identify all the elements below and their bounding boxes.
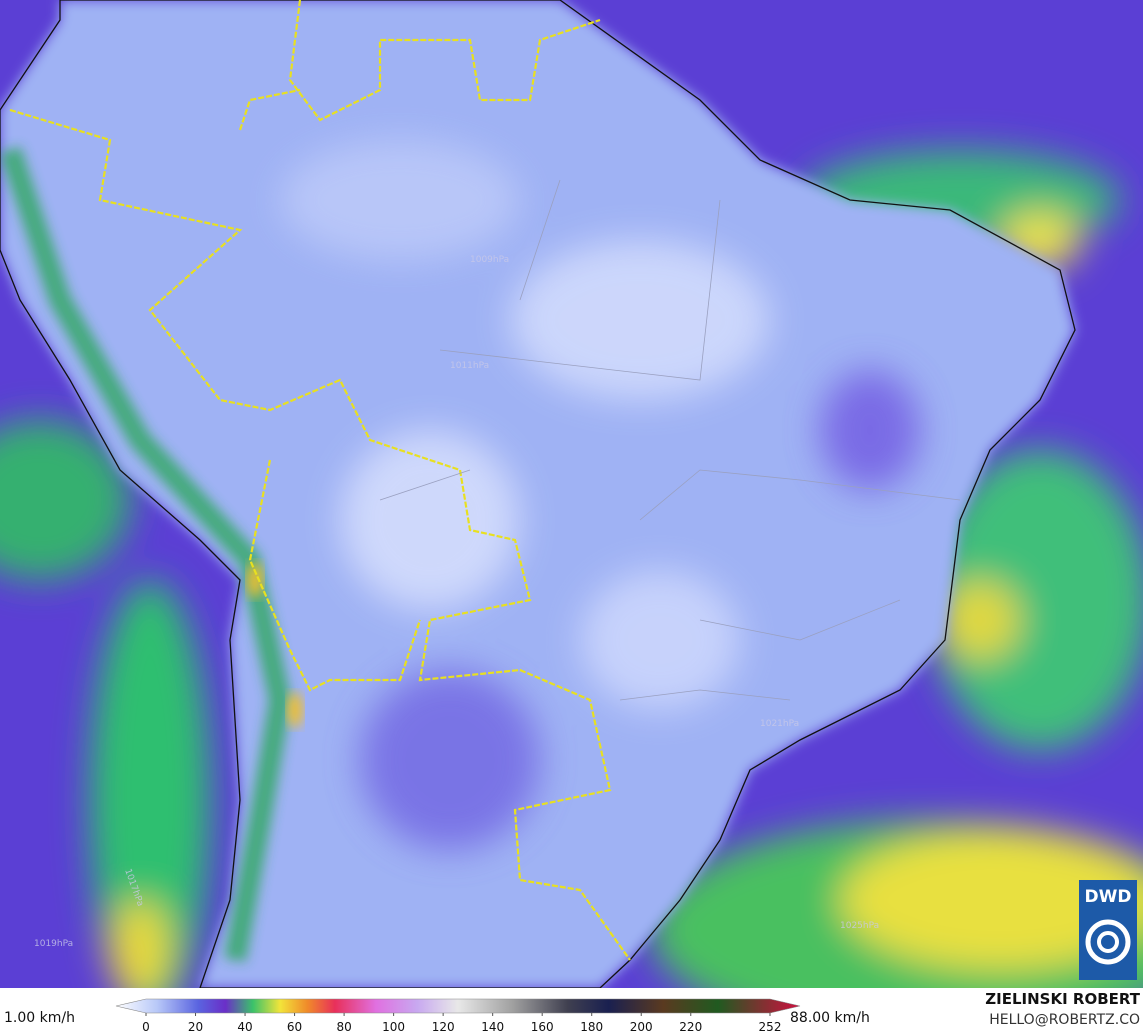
tick-label: 40 [237, 1020, 252, 1034]
tick-label: 180 [580, 1020, 603, 1034]
isobar-label: 1011hPa [450, 361, 489, 371]
author: ZIELINSKI ROBERT [985, 990, 1140, 1008]
tick-label: 0 [142, 1020, 150, 1034]
tick-label: 80 [336, 1020, 351, 1034]
legend-max: 88.00 km/h [790, 1010, 870, 1026]
tick-label: 20 [188, 1020, 203, 1034]
color-bar [115, 998, 801, 1014]
tick-label: 140 [481, 1020, 504, 1034]
tick-label: 60 [287, 1020, 302, 1034]
tick-label: 220 [679, 1020, 702, 1034]
tick-label: 160 [531, 1020, 554, 1034]
logo: DWD [1079, 880, 1137, 980]
legend-min: 1.00 km/h [4, 1010, 75, 1026]
tick-label: 252 [759, 1020, 782, 1034]
isobar-label: 1021hPa [760, 719, 799, 729]
logo-text: DWD [1085, 887, 1132, 907]
isobar-label: 1025hPa [840, 921, 879, 931]
tick-label: 120 [432, 1020, 455, 1034]
email: HELLO@ROBERTZ.CO [989, 1012, 1140, 1028]
isobar-label: 1019hPa [34, 939, 73, 949]
isobar-label: 1009hPa [470, 255, 509, 265]
tick-label: 200 [630, 1020, 653, 1034]
tick-label: 100 [382, 1020, 405, 1034]
